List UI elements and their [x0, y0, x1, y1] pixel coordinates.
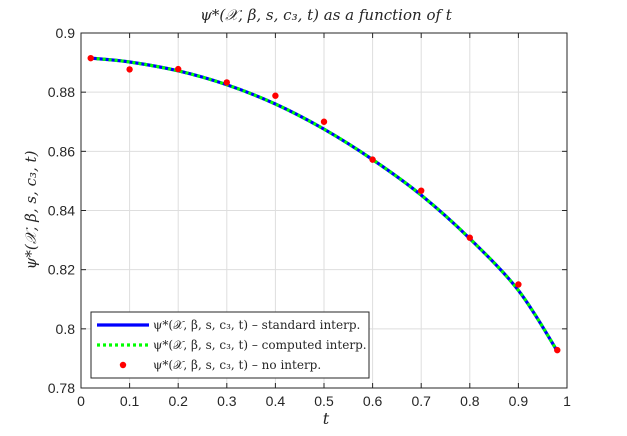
- x-axis-label: t: [323, 409, 330, 428]
- x-tick-label: 0.2: [168, 393, 188, 409]
- data-point-no-interp: [320, 118, 328, 125]
- y-tick-label: 0.86: [48, 143, 75, 159]
- y-tick-label: 0.82: [48, 262, 75, 278]
- x-tick-label: 0.3: [217, 393, 237, 409]
- data-point-no-interp: [515, 281, 522, 288]
- data-point-no-interp: [175, 65, 182, 73]
- data-point-no-interp: [369, 156, 376, 163]
- data-point-no-interp: [126, 66, 133, 73]
- legend-label: ψ*(𝒳, β, s, c₃, t) – computed interp.: [153, 338, 367, 352]
- legend-label: ψ*(𝒳, β, s, c₃, t) – standard interp.: [153, 318, 360, 332]
- series-layer: [87, 54, 561, 354]
- y-tick-label: 0.84: [48, 203, 75, 219]
- data-point-no-interp: [87, 54, 94, 62]
- legend: ψ*(𝒳, β, s, c₃, t) – standard interp. ψ*(…: [90, 311, 370, 379]
- y-tick-label: 0.9: [56, 25, 76, 41]
- x-tick-label: 1: [563, 393, 571, 409]
- y-axis-label: ψ*(𝒳, β, s, c₃, t): [22, 150, 40, 269]
- legend-label: ψ*(𝒳, β, s, c₃, t) – no interp.: [153, 358, 321, 372]
- x-tick-label: 0.8: [460, 393, 480, 409]
- y-tick-label: 0.88: [48, 84, 75, 100]
- y-tick-label: 0.78: [48, 380, 75, 396]
- chart-title: ψ*(𝒳, β, s, c₃, t) as a function of t: [200, 6, 453, 24]
- data-point-no-interp: [554, 346, 561, 354]
- data-point-no-interp: [272, 92, 279, 99]
- x-tick-label: 0.9: [509, 393, 529, 409]
- data-point-no-interp: [466, 234, 473, 241]
- legend-box: [90, 311, 370, 379]
- axis-ticks: 0 0.1 0.2 0.3 0.4 0.5 0.6 0.7 0.8 0.9 1 0.78 0.8 0.82…: [48, 25, 571, 409]
- x-tick-label: 0.5: [314, 393, 334, 409]
- x-tick-label: 0.1: [120, 393, 140, 409]
- x-tick-label: 0.7: [411, 393, 431, 409]
- x-tick-label: 0.6: [363, 393, 383, 409]
- x-tick-label: 0: [77, 393, 85, 409]
- data-point-no-interp: [223, 79, 230, 86]
- series-line-computed: [90, 56, 559, 352]
- x-tick-label: 0.4: [266, 393, 286, 409]
- legend-marker-no-interp: [119, 361, 127, 369]
- data-point-no-interp: [418, 187, 425, 194]
- y-tick-label: 0.8: [56, 321, 76, 337]
